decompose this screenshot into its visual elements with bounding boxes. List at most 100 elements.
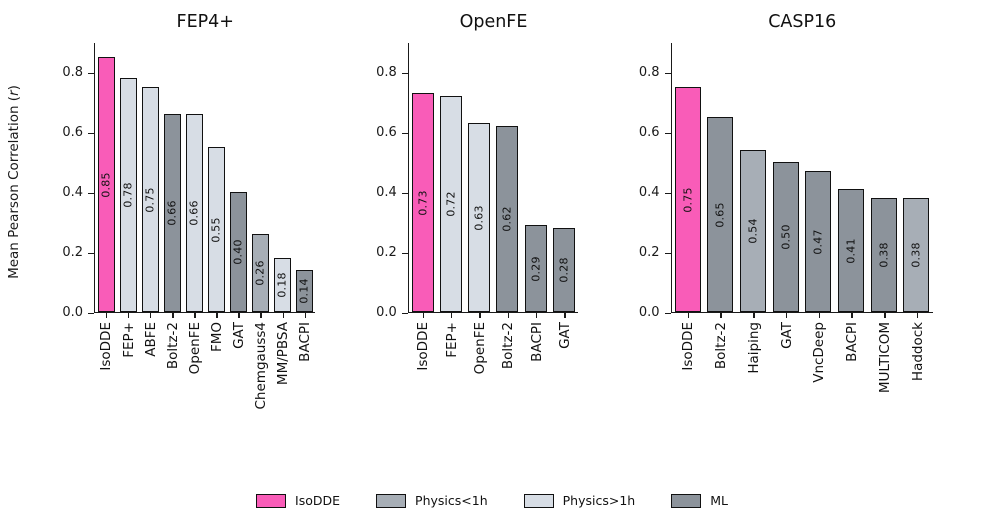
y-tick-mark [664,72,671,74]
x-tick-cell: FMO [206,313,228,435]
x-tick-label: Chemgauss4 [253,322,270,410]
bar-slot: 0.62 [493,43,521,312]
bar-slot: 0.73 [409,43,437,312]
bar-slot: 0.85 [95,43,117,312]
x-tick-cell: Boltz-2 [162,313,184,435]
x-axis-tick-labels: IsoDDE FEP+ ABFE Boltz-2 OpenFE FMO GAT Chemgau… [96,313,317,435]
bar-GAT: 0.50 [772,162,799,312]
y-tick-label: 0.4 [638,185,660,200]
y-tick-label: 0.6 [638,125,660,140]
bar-value-label: 0.75 [143,186,157,213]
bar-slot: 0.78 [117,43,139,312]
x-axis-tick-labels: IsoDDE Boltz-2 Haiping GAT VncDeep BACPI MULTI… [672,313,934,435]
bar-value-label: 0.47 [811,228,825,255]
plot-column: 0.85 0.78 0.75 0.66 0.66 0.55 0.40 0.26 0.18 0.14… [94,43,317,435]
x-tick-label: Boltz-2 [713,322,730,370]
y-tick-mark [401,192,408,194]
panel-title: CASP16 [768,12,837,32]
x-tick-mark [916,313,919,318]
x-tick-mark [507,313,510,318]
y-axis-label-prefix: Mean Pearson Correlation ( [6,95,22,279]
y-tick-mark [88,72,94,74]
bar-value-label: 0.65 [713,201,727,228]
y-tick-mark [664,192,671,194]
bar-value-label: 0.26 [253,260,267,286]
bar-slot: 0.26 [249,43,271,312]
x-tick-mark [753,313,755,318]
x-tick-mark [304,313,307,318]
y-tick-label: 0.6 [376,125,397,140]
x-tick-label: IsoDDE [415,322,432,371]
legend-swatch [376,493,407,508]
bar-slot: 0.66 [161,43,183,312]
y-tick-mark [88,252,94,254]
x-tick-cell: GAT [551,313,579,435]
bar-value-label: 0.18 [275,272,289,298]
bar-slot: 0.41 [835,43,868,312]
x-tick-mark [149,313,152,318]
legend-item-Physics>1h: Physics>1h [523,493,635,508]
legend-swatch [256,493,287,508]
x-axis-tick-labels: IsoDDE FEP+ OpenFE Boltz-2 BACPI GAT [409,313,579,435]
x-tick-mark [535,313,538,318]
bar-slot: 0.54 [737,43,770,312]
x-tick-label: FEP+ [443,322,460,358]
x-tick-cell: GAT [228,313,250,435]
y-tick-label: 0.8 [62,65,83,80]
bar-Boltz-2: 0.65 [707,117,734,312]
bar-value-label: 0.78 [121,182,135,208]
x-tick-cell: Haddock [901,313,934,435]
x-tick-label: MM/PBSA [275,322,292,386]
y-tick-label: 0.2 [376,245,397,260]
y-tick-label: 0.2 [62,245,83,260]
y-tick-mark [401,72,408,74]
bar-slot: 0.18 [271,43,293,312]
bar-IsoDDE: 0.75 [674,87,701,312]
x-tick-mark [105,313,108,318]
bar-slot: 0.65 [704,43,737,312]
bar-value-label: 0.85 [99,171,113,198]
x-tick-mark [216,313,218,318]
bar-value-label: 0.40 [231,239,245,265]
y-tick-label: 0.0 [376,305,397,320]
bar-value-label: 0.66 [165,200,179,226]
y-axis-tick-labels: 0.0 0.2 0.4 0.6 0.8 [631,43,671,320]
y-tick-mark [401,312,408,314]
bar-value-label: 0.14 [297,278,311,304]
x-tick-label: ABFE [142,322,159,357]
bar-slot: 0.47 [802,43,835,312]
x-tick-cell: ABFE [140,313,162,435]
bar-value-label: 0.75 [681,186,695,213]
bar-value-label: 0.72 [444,191,458,217]
legend-item-IsoDDE: IsoDDE [256,493,340,508]
bar-VncDeep: 0.47 [805,171,832,312]
x-tick-mark [479,313,481,318]
bar-OpenFE: 0.63 [468,123,491,312]
bar-FMO: 0.55 [207,147,225,312]
x-tick-label: BACPI [844,322,861,362]
x-tick-cell: BACPI [836,313,869,435]
y-tick-mark [88,312,94,314]
bar-value-label: 0.38 [909,242,923,268]
x-tick-cell: Boltz-2 [705,313,738,435]
bar-slot: 0.75 [672,43,705,312]
panel-title: OpenFE [459,12,528,32]
bar-GAT: 0.28 [552,228,575,312]
x-tick-mark [884,313,886,318]
x-tick-cell: FEP+ [438,313,466,435]
bar-value-label: 0.73 [416,189,430,216]
x-tick-cell: OpenFE [466,313,494,435]
legend-item-ML: ML [671,493,728,508]
bar-slot: 0.38 [867,43,900,312]
x-tick-cell: OpenFE [184,313,206,435]
bar-Boltz-2: 0.62 [496,126,519,312]
y-tick-label: 0.8 [376,65,397,80]
legend-label: IsoDDE [295,493,341,508]
x-tick-label: GAT [231,322,248,349]
chart-panels: FEP4+ 0.0 0.2 0.4 0.6 0.8 0.85 0.78 0.75 0.66 0.66… [54,12,934,435]
legend-item-Physics<1h: Physics<1h [376,493,488,508]
bar-slot: 0.63 [465,43,493,312]
x-tick-mark [564,313,566,318]
plot-area: 0.75 0.65 0.54 0.50 0.47 0.41 0.38 0.38 [670,43,933,313]
bar-Haddock: 0.38 [903,198,930,312]
